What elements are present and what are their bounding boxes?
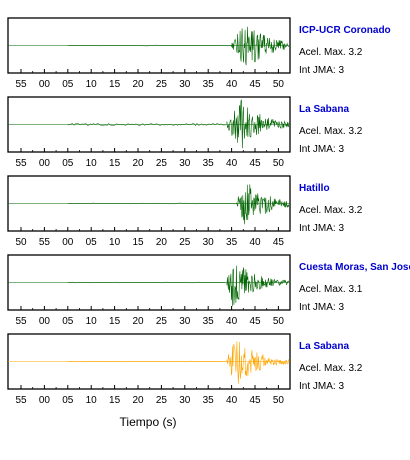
- accel-max-label: Acel. Max. 3.2: [299, 363, 363, 374]
- x-tick-label: 55: [15, 158, 27, 169]
- x-tick-label: 20: [156, 237, 168, 248]
- x-tick-label: 50: [15, 237, 27, 248]
- station-name: Hatillo: [299, 183, 330, 194]
- trace-pre-event: [67, 281, 226, 284]
- x-tick-label: 50: [273, 395, 285, 406]
- panel-2: 55 00 05 10 15 20 25 30 35 40 45 50 La Sabana Acel. M…: [7, 96, 363, 169]
- trace-waveform: [226, 341, 290, 384]
- x-tick-label: 05: [62, 158, 74, 169]
- x-tick-label: 35: [226, 237, 238, 248]
- x-tick-label: 25: [179, 237, 191, 248]
- x-tick-label: 40: [226, 316, 238, 327]
- x-tick-label: 15: [132, 237, 144, 248]
- panel-1: 55 00 05 10 15 20 25 30 35 40 45 50 ICP-UCR Coronado…: [7, 17, 391, 90]
- accel-max-label: Acel. Max. 3.1: [299, 284, 363, 295]
- x-tick-label: 05: [62, 79, 74, 90]
- x-tick-label: 35: [203, 316, 215, 327]
- x-tick-label: 50: [273, 79, 285, 90]
- int-jma-label: Int JMA: 3: [299, 223, 344, 234]
- panel-5: 55 00 05 10 15 20 25 30 35 40 45 50 La Sabana Acel. M…: [7, 333, 363, 406]
- x-tick-label: 00: [62, 237, 74, 248]
- trace-pre-event: [67, 122, 226, 127]
- station-name: La Sabana: [299, 341, 349, 352]
- x-tick-label: 10: [86, 158, 98, 169]
- station-name: ICP-UCR Coronado: [299, 25, 391, 36]
- int-jma-label: Int JMA: 3: [299, 302, 344, 313]
- x-tick-label: 20: [132, 395, 144, 406]
- accel-max-label: Acel. Max. 3.2: [299, 205, 363, 216]
- x-tick-label: 20: [132, 79, 144, 90]
- x-tick-label: 25: [156, 79, 168, 90]
- x-tick-label: 45: [273, 237, 285, 248]
- trace-pre-event: [67, 202, 237, 205]
- x-tick-label: 40: [226, 395, 238, 406]
- station-name: La Sabana: [299, 104, 349, 115]
- x-tick-label: 20: [132, 316, 144, 327]
- panel-4: 55 00 05 10 15 20 25 30 35 40 45 50 Cuesta Moras, Sa…: [7, 254, 410, 327]
- x-tick-label: 05: [86, 237, 98, 248]
- x-tick-label: 10: [86, 316, 98, 327]
- x-tick-label: 55: [15, 316, 27, 327]
- trace-pre-event: [67, 360, 226, 363]
- x-tick-label: 15: [109, 395, 121, 406]
- accel-max-label: Acel. Max. 3.2: [299, 126, 363, 137]
- int-jma-label: Int JMA: 3: [299, 65, 344, 76]
- x-tick-label: 00: [39, 395, 51, 406]
- x-tick-label: 05: [62, 316, 74, 327]
- x-tick-label: 50: [273, 158, 285, 169]
- x-tick-label: 15: [109, 79, 121, 90]
- x-axis-title: Tiempo (s): [120, 415, 177, 429]
- panels-layer: 55 00 05 10 15 20 25 30 35 40 45 50 ICP-UCR Coronado…: [7, 17, 410, 406]
- x-tick-label: 55: [15, 395, 27, 406]
- x-tick-label: 05: [62, 395, 74, 406]
- x-tick-label: 25: [156, 316, 168, 327]
- panel-3: 50 55 00 05 10 15 20 25 30 35 40 45 Hatillo Acel. Max…: [7, 175, 363, 248]
- x-tick-label: 30: [203, 237, 215, 248]
- accel-max-label: Acel. Max. 3.2: [299, 47, 363, 58]
- x-tick-label: 45: [249, 395, 261, 406]
- x-tick-label: 00: [39, 316, 51, 327]
- x-tick-label: 10: [109, 237, 121, 248]
- x-tick-label: 25: [156, 158, 168, 169]
- x-tick-label: 55: [39, 237, 51, 248]
- x-tick-label: 20: [132, 158, 144, 169]
- x-tick-label: 40: [249, 237, 261, 248]
- trace-waveform: [236, 184, 290, 225]
- x-tick-label: 10: [86, 395, 98, 406]
- x-tick-label: 00: [39, 79, 51, 90]
- x-tick-label: 55: [15, 79, 27, 90]
- x-tick-label: 35: [203, 158, 215, 169]
- trace-pre-event: [67, 44, 232, 47]
- x-tick-label: 30: [179, 395, 191, 406]
- trace-waveform: [231, 26, 289, 66]
- x-tick-label: 25: [156, 395, 168, 406]
- x-tick-label: 30: [179, 316, 191, 327]
- x-tick-label: 45: [249, 316, 261, 327]
- x-tick-label: 10: [86, 79, 98, 90]
- trace-waveform: [226, 265, 290, 307]
- x-tick-label: 30: [179, 79, 191, 90]
- x-tick-label: 45: [249, 79, 261, 90]
- x-tick-label: 00: [39, 158, 51, 169]
- x-tick-label: 30: [179, 158, 191, 169]
- int-jma-label: Int JMA: 3: [299, 144, 344, 155]
- x-tick-label: 15: [109, 158, 121, 169]
- trace-waveform: [226, 98, 290, 149]
- x-tick-label: 45: [249, 158, 261, 169]
- x-tick-label: 50: [273, 316, 285, 327]
- x-tick-label: 35: [203, 79, 215, 90]
- station-name: Cuesta Moras, San José: [299, 262, 410, 273]
- x-tick-label: 40: [226, 79, 238, 90]
- x-tick-label: 15: [109, 316, 121, 327]
- int-jma-label: Int JMA: 3: [299, 381, 344, 392]
- x-tick-label: 35: [203, 395, 215, 406]
- x-tick-label: 40: [226, 158, 238, 169]
